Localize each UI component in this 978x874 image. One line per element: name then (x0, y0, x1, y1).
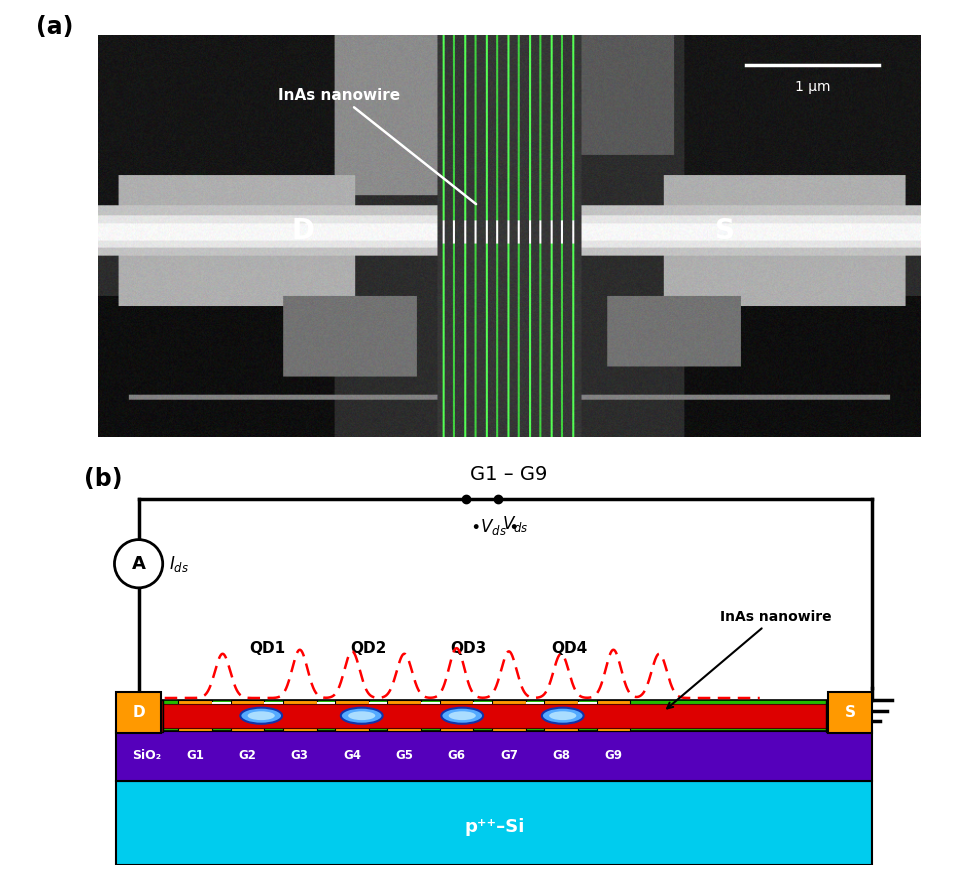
Bar (525, 702, 544, 730)
Text: G4: G4 (342, 749, 361, 762)
Text: S: S (714, 217, 734, 245)
Text: p⁺⁺–Si: p⁺⁺–Si (464, 818, 524, 836)
Bar (116, 691, 160, 732)
Text: D: D (291, 217, 315, 245)
Text: SiO₂: SiO₂ (132, 749, 161, 762)
Bar (387, 700, 421, 731)
Bar (492, 700, 525, 731)
Text: G7: G7 (500, 749, 517, 762)
Bar (421, 702, 439, 730)
Text: G8: G8 (552, 749, 569, 762)
Text: G3: G3 (290, 749, 308, 762)
Text: InAs nanowire: InAs nanowire (278, 87, 475, 205)
Bar (132, 699, 163, 732)
Text: G5: G5 (395, 749, 413, 762)
Ellipse shape (549, 711, 576, 720)
Text: $\bullet V_{ds}\bullet$: $\bullet V_{ds}\bullet$ (469, 517, 518, 538)
Bar (596, 700, 630, 731)
Ellipse shape (240, 708, 282, 724)
Text: QD3: QD3 (450, 642, 486, 656)
Bar (827, 691, 871, 732)
Ellipse shape (340, 708, 382, 724)
Bar (231, 700, 264, 731)
Bar (439, 700, 473, 731)
Bar (116, 731, 871, 780)
Text: D: D (132, 704, 145, 719)
Bar (824, 699, 856, 732)
Bar (116, 700, 160, 731)
Text: $V_{ds}$: $V_{ds}$ (502, 514, 528, 534)
Bar (369, 702, 387, 730)
Ellipse shape (247, 711, 275, 720)
Bar (473, 702, 492, 730)
Bar (827, 700, 864, 731)
Bar (544, 700, 577, 731)
Text: QD4: QD4 (551, 642, 587, 656)
Bar (178, 700, 212, 731)
Ellipse shape (441, 708, 483, 724)
Bar (160, 700, 827, 731)
Ellipse shape (348, 711, 375, 720)
Bar (334, 700, 369, 731)
Text: InAs nanowire: InAs nanowire (666, 610, 830, 709)
Text: S: S (844, 704, 855, 719)
Bar (212, 702, 231, 730)
Text: G2: G2 (239, 749, 256, 762)
Bar (283, 700, 316, 731)
Bar (132, 704, 856, 728)
Bar (264, 702, 283, 730)
Text: $I_{ds}$: $I_{ds}$ (169, 554, 189, 573)
Text: QD1: QD1 (249, 642, 286, 656)
Text: 1 μm: 1 μm (794, 80, 829, 94)
Text: (a): (a) (36, 15, 73, 38)
Text: G6: G6 (447, 749, 466, 762)
Ellipse shape (448, 711, 475, 720)
Ellipse shape (541, 708, 583, 724)
Text: G9: G9 (603, 749, 622, 762)
Bar (577, 702, 596, 730)
Bar (316, 702, 334, 730)
Bar (116, 780, 871, 865)
Text: QD2: QD2 (349, 642, 386, 656)
Text: A: A (131, 555, 146, 572)
Text: G1 – G9: G1 – G9 (469, 465, 548, 484)
Text: G1: G1 (186, 749, 204, 762)
Text: (b): (b) (84, 468, 122, 491)
Circle shape (114, 539, 162, 588)
